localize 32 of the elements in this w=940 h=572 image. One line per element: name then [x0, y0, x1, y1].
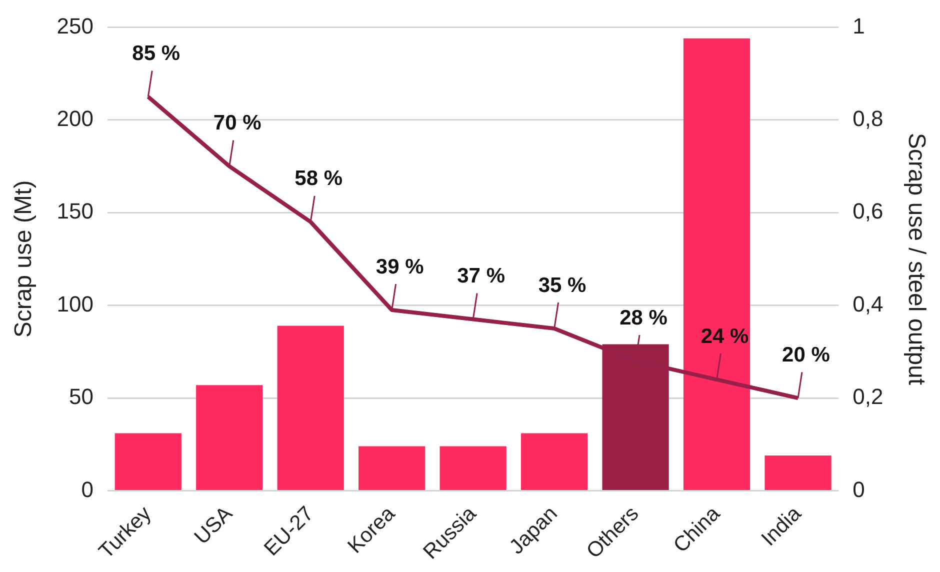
- data-label: 20 %: [782, 343, 830, 366]
- y2-tick-label: 0: [852, 476, 865, 502]
- data-label: 24 %: [700, 324, 750, 348]
- bar: [520, 433, 588, 490]
- y2-tick-label: 0,4: [852, 291, 884, 316]
- y-tick-label: 0: [81, 476, 94, 502]
- y2-tick-label: 0,2: [852, 384, 884, 410]
- y2-tick-label: 1: [852, 13, 865, 38]
- data-label: 39 %: [376, 255, 424, 278]
- bar: [196, 385, 263, 490]
- bar: [358, 446, 426, 490]
- data-label: 37 %: [457, 264, 506, 288]
- bar: [683, 38, 750, 490]
- bar: [114, 433, 182, 490]
- data-label: 70 %: [213, 112, 262, 135]
- data-label: 35 %: [538, 274, 587, 297]
- x-tick-label: USA: [190, 502, 237, 549]
- y2-tick-label: 0,6: [852, 198, 884, 224]
- y-tick-label: 250: [56, 13, 94, 38]
- y-axis-title: Scrap use (Mt): [10, 180, 38, 338]
- y-tick-label: 100: [56, 291, 94, 316]
- y2-axis-title: Scrap use / steel output: [902, 132, 930, 386]
- y-tick-label: 200: [56, 106, 94, 131]
- bar: [764, 456, 832, 490]
- data-label: 85 %: [132, 42, 180, 66]
- bar: [277, 326, 344, 490]
- y-tick-label: 50: [69, 384, 94, 410]
- bar: [440, 446, 506, 490]
- data-label: 28 %: [620, 306, 668, 330]
- y-tick-label: 150: [56, 198, 94, 224]
- y2-tick-label: 0,8: [852, 106, 884, 131]
- data-label: 58 %: [294, 167, 343, 190]
